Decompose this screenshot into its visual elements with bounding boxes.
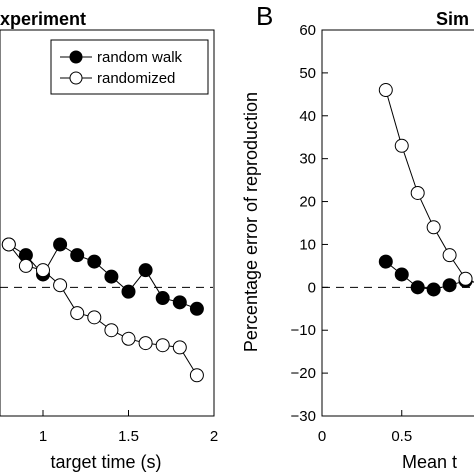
panel-b-data-point-filled: [394, 267, 409, 282]
panel-b-y-tick-label: −10: [291, 322, 316, 339]
panel-a-data-point-filled: [121, 284, 136, 299]
panel-b-label: B: [256, 1, 273, 31]
panel-b-y-tick-label: 0: [308, 279, 316, 296]
panel-a-data-point-filled: [155, 291, 170, 306]
panel-b-x-label: Mean t: [402, 452, 457, 472]
panel-b-data-point-filled: [410, 280, 425, 295]
panel-b-data-point-open: [410, 185, 425, 200]
panel-a-x-tick-label: 2: [210, 428, 218, 445]
panel-a-data-point-open: [70, 306, 85, 321]
panel-a-data-point-filled: [87, 254, 102, 269]
legend: random walk randomized: [50, 39, 209, 95]
panel-b-data-point-open: [394, 138, 409, 153]
panel-b-y-tick-label: 10: [299, 236, 316, 253]
panel-b-series-line-open: [385, 89, 474, 283]
panel-b-x-tick-label: 0.5: [391, 428, 412, 445]
panel-b-y-label: Percentage error of reproduction: [241, 92, 261, 352]
panel-a-data-point-open: [18, 258, 33, 273]
legend-box: [50, 39, 209, 95]
panel-b-axes-box: [321, 29, 474, 417]
panel-b-y-tick-label: 40: [299, 108, 316, 125]
panel-b-x-ticks: 0 0.5: [318, 410, 412, 445]
panel-a-title: xperiment: [0, 9, 86, 29]
panel-b-data-point-open: [458, 271, 473, 286]
panel-b-y-tick-label: −20: [291, 365, 316, 382]
panel-a-data-point-open: [138, 336, 153, 351]
panel-a-data-point-open: [36, 263, 50, 278]
panel-b-y-tick-label: 60: [299, 22, 316, 39]
panel-a-data-point-open: [121, 331, 136, 346]
panel-b-y-tick-label: 20: [299, 194, 316, 211]
panel-b-data-point-open: [378, 83, 393, 98]
panel-a-x-tick-label: 1: [39, 428, 47, 445]
panel-a-data-point-filled: [104, 269, 119, 284]
panel-a-x-tick-label: 1.5: [118, 428, 139, 445]
panel-b-data-point-filled: [378, 254, 393, 269]
panel-a-x-label: target time (s): [50, 452, 161, 472]
panel-a-data-point-open: [1, 237, 16, 252]
legend-marker-random-walk: [69, 50, 83, 64]
panel-b-data-point-filled: [442, 278, 457, 293]
panel-a-series: [1, 237, 204, 383]
panel-b-y-ticks: 60 50 40 30 20 10 0 −10 −20 −30: [291, 22, 328, 425]
panel-b-title: Sim: [436, 9, 469, 29]
panel-b-data-point-open: [426, 220, 441, 235]
panel-b-data-point-open: [442, 248, 457, 263]
legend-label-random-walk: random walk: [97, 49, 183, 66]
panel-b-y-tick-label: 50: [299, 65, 316, 82]
legend-label-randomized: randomized: [97, 70, 175, 87]
legend-marker-randomized: [69, 71, 83, 85]
panel-a-series-line-open: [8, 244, 198, 376]
panel-a-data-point-filled: [138, 263, 153, 278]
panel-a-data-point-filled: [53, 237, 68, 252]
panel-a-x-ticks: 1 1.5 2: [39, 410, 218, 445]
panel-a-data-point-open: [87, 310, 102, 325]
panel-b-data-point-filled: [426, 282, 441, 297]
panel-a-data-point-open: [104, 323, 119, 338]
panel-b-x-tick-label: 0: [318, 428, 326, 445]
panel-b-y-tick-label: −30: [291, 408, 316, 425]
panel-a-data-point-open: [189, 368, 204, 383]
panel-a: xperiment 1 1.5 2 target time (s) random w…: [0, 9, 218, 472]
panel-b-y-tick-label: 30: [299, 151, 316, 168]
panel-b-series: [378, 83, 474, 297]
panel-a-data-point-filled: [189, 301, 204, 316]
panel-a-axes-box: [0, 29, 215, 417]
panel-a-data-point-open: [172, 340, 187, 355]
panel-a-data-point-filled: [172, 295, 187, 310]
panel-a-data-point-open: [155, 338, 170, 353]
panel-a-data-point-open: [53, 278, 68, 293]
panel-a-data-point-filled: [70, 248, 85, 263]
